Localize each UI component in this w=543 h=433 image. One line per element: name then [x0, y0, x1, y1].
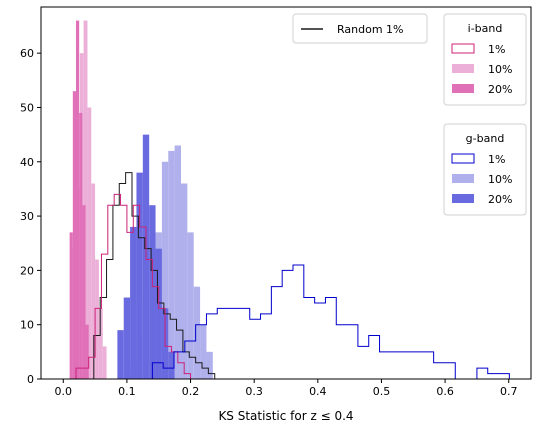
bar-i-band-20-5	[85, 324, 89, 379]
bar-i-band-10-8	[102, 346, 107, 379]
legend-frame	[292, 13, 428, 44]
plot-area	[69, 20, 510, 380]
legend-swatch	[452, 64, 474, 73]
y-tick-label-2: 20	[20, 264, 34, 277]
bar-i-band-20-3	[79, 112, 83, 379]
bar-g-band-10-11	[200, 324, 207, 379]
bar-i-band-10-5	[91, 183, 96, 379]
y-tick-label-0: 0	[27, 373, 34, 386]
x-axis: 0.0 0.1 0.2 0.3 0.4 0.5 0.6 0.7	[55, 379, 518, 398]
bar-i-band-10-3	[83, 20, 88, 380]
bar-i-band-10-7	[98, 308, 103, 379]
axes-frame	[40, 6, 532, 380]
legend-entry-label: 1%	[488, 153, 505, 166]
y-tick-label-3: 30	[20, 210, 34, 223]
bar-i-band-20-2	[76, 20, 80, 380]
legend-title: i-band	[468, 22, 503, 35]
x-axis-label: KS Statistic for z ≤ 0.4	[218, 409, 353, 423]
step-line-g-band-1	[151, 264, 510, 380]
bar-g-band-10-8	[181, 183, 188, 379]
x-tick-label-6: 0.6	[436, 385, 454, 398]
x-tick-label-3: 0.3	[245, 385, 263, 398]
x-tick-label-2: 0.2	[182, 385, 200, 398]
bar-g-band-10-9	[187, 232, 194, 379]
legend-frame	[443, 123, 527, 216]
legend-frame	[443, 13, 527, 106]
x-tick-label-5: 0.5	[373, 385, 391, 398]
bar-g-band-10-5	[161, 161, 169, 379]
step-line-main-random-1	[93, 172, 216, 379]
legends: Random 1% i-band 1% 10% 20% g-band 1% 10% 20%	[292, 13, 527, 216]
bar-i-band-20-0	[69, 232, 73, 379]
legend-entry-label: 1%	[488, 43, 505, 56]
bar-g-band-20-5	[149, 205, 156, 379]
y-tick-label-1: 10	[20, 319, 34, 332]
y-tick-label-6: 60	[20, 47, 34, 60]
legend-g-band: g-band 1% 10% 20%	[443, 123, 527, 216]
legend-swatch	[451, 153, 475, 164]
bar-g-band-10-10	[193, 286, 201, 379]
step-line-i-band-1	[75, 193, 192, 379]
bar-i-band-10-6	[95, 259, 99, 379]
bar-g-band-20-2	[130, 226, 137, 379]
legend-i-band: i-band 1% 10% 20%	[443, 13, 527, 106]
bar-g-band-20-1	[123, 297, 131, 379]
x-tick-label-1: 0.1	[118, 385, 136, 398]
legend-entry-label: Random 1%	[337, 23, 404, 36]
bar-i-band-10-4	[87, 107, 92, 379]
bar-g-band-10-6	[168, 150, 175, 379]
legend-swatch	[452, 174, 474, 183]
legend-title: g-band	[466, 132, 505, 145]
bar-i-band-20-1	[72, 91, 76, 380]
y-tick-label-5: 50	[20, 101, 34, 114]
legend-swatch	[451, 43, 475, 54]
legend-entry-label: 10%	[488, 63, 512, 76]
legend-entry-label: 20%	[488, 193, 512, 206]
bar-i-band-20-4	[82, 205, 86, 379]
bar-g-band-20-8	[168, 351, 175, 379]
legend-swatch	[452, 194, 474, 203]
legend-main: Random 1%	[292, 13, 428, 44]
legend-entry-label: 10%	[488, 173, 512, 186]
bar-g-band-20-6	[155, 248, 162, 379]
bar-g-band-20-3	[136, 172, 143, 379]
y-axis: 0 10 20 30 40 50 60	[20, 47, 41, 386]
x-tick-label-0: 0.0	[55, 385, 73, 398]
bar-g-band-10-12	[206, 351, 213, 379]
x-tick-label-4: 0.4	[309, 385, 327, 398]
y-tick-label-4: 40	[20, 156, 34, 169]
x-tick-label-7: 0.7	[500, 385, 518, 398]
bar-g-band-20-0	[117, 330, 124, 379]
legend-entry-label: 20%	[488, 83, 512, 96]
legend-swatch	[452, 84, 474, 93]
bar-g-band-10-7	[174, 145, 181, 379]
